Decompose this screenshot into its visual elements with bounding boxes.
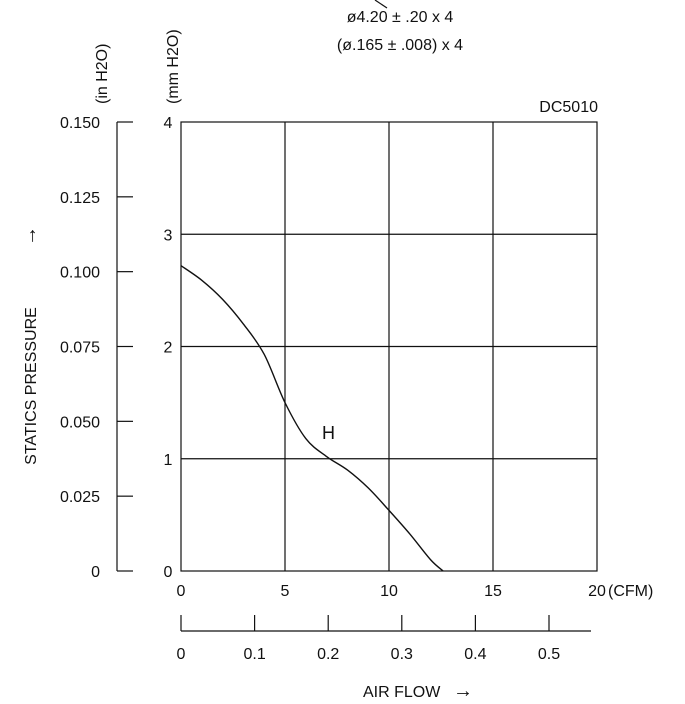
series-label-h: H	[322, 423, 335, 443]
series-line-h	[180, 265, 444, 572]
y-in-tick-label: 0.075	[60, 340, 100, 357]
y-mm-tick-label: 3	[164, 227, 173, 244]
grid-lines	[181, 122, 597, 571]
x-axis-unit-cfm: (CFM)	[608, 583, 653, 600]
y-axis-arrow: →	[19, 226, 41, 246]
y-in-tick-label: 0.025	[60, 489, 100, 506]
y-in-tick-label: 0	[91, 564, 100, 581]
x-axis-title: AIR FLOW	[363, 684, 441, 701]
y-in-tick-label: 0.100	[60, 265, 100, 282]
dimension-note-2: (ø.165 ± .008) x 4	[337, 37, 463, 54]
x-secondary-tick-label: 0.3	[391, 646, 413, 663]
x-cfm-tick-label: 5	[281, 583, 290, 600]
y-in-tick-label: 0.125	[60, 190, 100, 207]
x-cfm-tick-label: 0	[177, 583, 186, 600]
dimension-note-1: ø4.20 ± .20 x 4	[347, 9, 454, 26]
x-secondary-tick-label: 0.5	[538, 646, 560, 663]
y-mm-tick-label: 4	[164, 115, 173, 132]
x-axis-arrow: →	[453, 680, 473, 702]
y-mm-tick-label: 1	[164, 452, 173, 469]
cfm-ticks: 0 5 10 15 20	[177, 583, 606, 600]
x-secondary-tick-label: 0	[177, 646, 186, 663]
x-secondary-tick-label: 0.1	[243, 646, 265, 663]
model-label: DC5010	[539, 99, 598, 116]
x-cfm-tick-label: 20	[588, 583, 606, 600]
mm-h2o-ticks: 0 1 2 3 4	[164, 115, 173, 581]
x-cfm-tick-label: 10	[380, 583, 398, 600]
y-mm-tick-label: 0	[164, 564, 173, 581]
y-mm-tick-label: 2	[164, 340, 173, 357]
y-in-tick-label: 0.050	[60, 414, 100, 431]
x-secondary-tick-label: 0.4	[464, 646, 486, 663]
in-h2o-axis: 0 0.025 0.050 0.075 0.100 0.125 0.150	[60, 115, 133, 581]
y-in-tick-label: 0.150	[60, 115, 100, 132]
y-axis-unit-in: (in H2O)	[94, 44, 111, 104]
y-axis-unit-mm: (mm H2O)	[165, 29, 182, 104]
x-secondary-tick-label: 0.2	[317, 646, 339, 663]
dimension-leader-line	[374, 0, 388, 9]
secondary-x-axis: 0 0.1 0.2 0.3 0.4 0.5	[177, 615, 591, 663]
y-axis-title: STATICS PRESSURE	[23, 307, 40, 465]
x-cfm-tick-label: 15	[484, 583, 502, 600]
